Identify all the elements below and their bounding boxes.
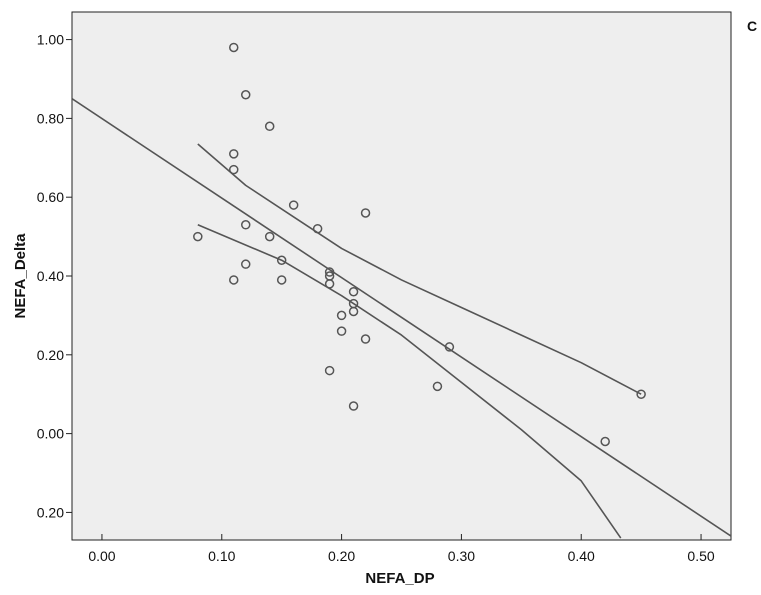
data-point xyxy=(324,365,335,376)
data-point xyxy=(229,149,239,159)
data-point xyxy=(240,90,251,100)
data-point xyxy=(240,220,251,230)
data-point xyxy=(360,208,371,218)
confidence-curve-lower xyxy=(197,224,622,539)
x-axis: 0.00 0.10 0.20 0.30 0.40 0.50 xyxy=(88,534,715,564)
data-point xyxy=(432,381,443,392)
panel-label: C xyxy=(747,18,757,34)
y-tick-label: 0.20 xyxy=(37,504,64,520)
plot-area xyxy=(71,11,732,541)
y-tick-label: 0.00 xyxy=(37,426,64,442)
data-point xyxy=(336,326,347,336)
x-tick-label: 0.50 xyxy=(687,548,714,564)
data-points xyxy=(193,42,646,447)
x-tick-label: 0.10 xyxy=(208,548,235,564)
x-tick-label: 0.20 xyxy=(328,548,355,564)
x-tick-label: 0.40 xyxy=(568,548,595,564)
y-tick-label: 0.20 xyxy=(37,347,64,363)
data-point xyxy=(324,267,335,277)
data-point xyxy=(288,200,299,210)
x-tick-label: 0.00 xyxy=(88,548,115,564)
data-point xyxy=(276,255,287,265)
y-axis: 1.00 0.80 0.60 0.40 0.20 0.00 0.20 xyxy=(37,32,72,520)
data-point xyxy=(336,310,347,321)
x-tick-label: 0.30 xyxy=(448,548,475,564)
confidence-curve-upper xyxy=(197,143,642,395)
data-point xyxy=(360,334,371,344)
y-tick-label: 1.00 xyxy=(37,32,64,48)
data-point xyxy=(348,401,359,411)
data-point xyxy=(276,275,287,285)
x-axis-title: NEFA_DP xyxy=(365,570,434,587)
data-point xyxy=(444,342,455,352)
data-point xyxy=(348,306,359,317)
data-point xyxy=(324,279,335,289)
y-tick-label: 0.60 xyxy=(37,189,64,205)
data-point xyxy=(348,287,359,297)
data-point xyxy=(193,231,203,242)
fit-lines xyxy=(72,98,731,539)
data-point xyxy=(264,121,275,132)
data-point xyxy=(600,436,610,447)
y-axis-title: NEFA_Delta xyxy=(12,233,29,319)
data-point xyxy=(229,164,239,175)
data-point xyxy=(240,259,251,269)
regression-line xyxy=(72,98,731,537)
data-point xyxy=(636,389,646,399)
data-point xyxy=(312,223,323,234)
data-point xyxy=(264,231,275,242)
data-point xyxy=(229,275,239,285)
data-point xyxy=(229,42,239,53)
y-tick-label: 0.40 xyxy=(37,268,64,284)
y-tick-label: 0.80 xyxy=(37,110,64,126)
